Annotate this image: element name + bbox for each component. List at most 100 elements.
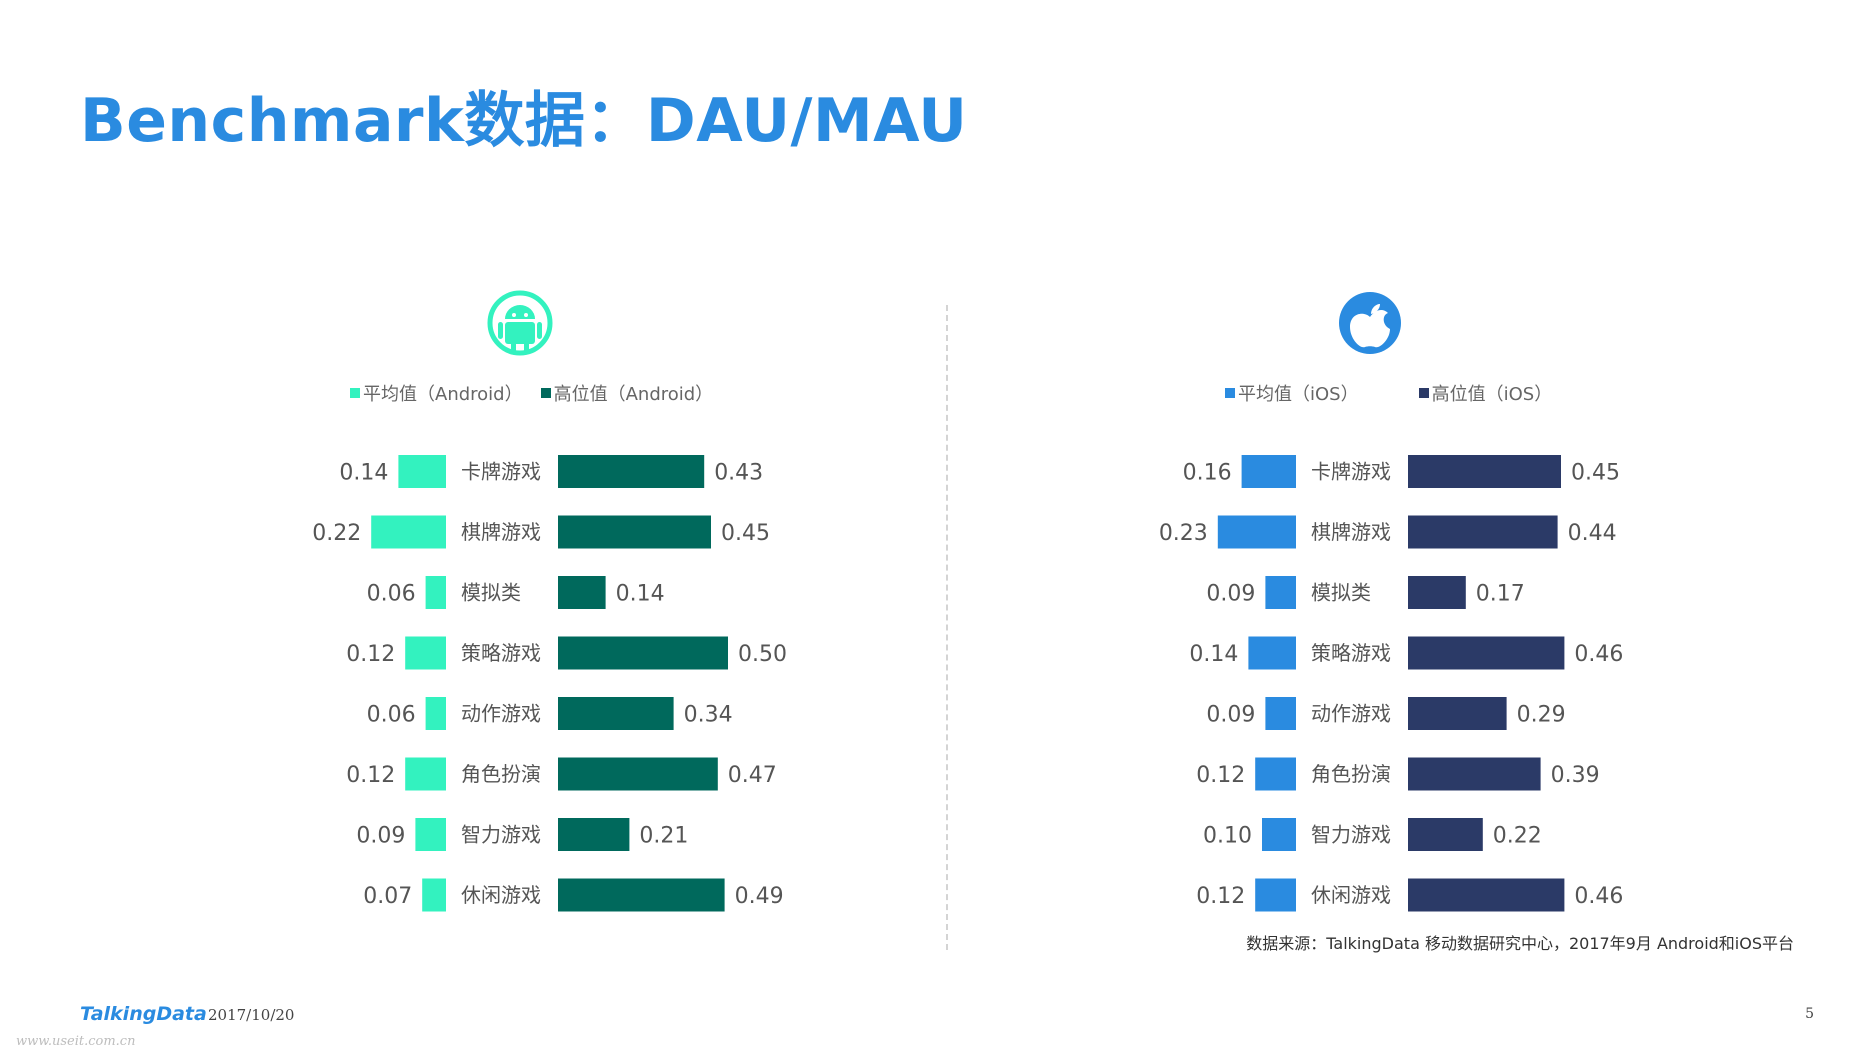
avg-bar: [1217, 515, 1296, 549]
category-label: 卡牌游戏: [1311, 460, 1391, 484]
high-bar: [1408, 878, 1565, 912]
avg-bar: [422, 878, 446, 912]
page-number: 5: [1805, 1006, 1814, 1022]
ios-chart: 0.16 卡牌游戏 0.45 0.23 棋牌游戏 0.44 0.09 模拟类 0.17 0.14 策…: [850, 280, 1750, 920]
legend-item-ios-avg: 平均值（iOS）: [1225, 380, 1359, 406]
category-label: 动作游戏: [1311, 702, 1391, 726]
category-label: 休闲游戏: [461, 883, 541, 907]
legend-item-ios-high: 高位值（iOS）: [1418, 380, 1553, 406]
android-icon: [487, 290, 553, 356]
chart-divider: [946, 305, 948, 950]
category-label: 角色扮演: [1311, 762, 1391, 786]
category-label: 策略游戏: [461, 641, 541, 665]
legend-swatch-ios-high: [1418, 388, 1429, 398]
high-value-label: 0.39: [1551, 763, 1600, 788]
watermark: www.useit.com.cn: [16, 1034, 136, 1049]
high-value-label: 0.14: [616, 582, 665, 607]
avg-value-label: 0.10: [1203, 824, 1252, 849]
avg-bar: [1255, 878, 1296, 912]
avg-bar: [405, 757, 446, 791]
high-bar: [1408, 697, 1507, 730]
high-value-label: 0.17: [1476, 582, 1525, 607]
avg-value-label: 0.12: [1196, 763, 1245, 788]
legend-item-android-high: 高位值（Android）: [540, 380, 714, 406]
legend-label-ios-avg: 平均值（iOS）: [1238, 384, 1359, 405]
ios-legend: 平均值（iOS） 高位值（iOS）: [1225, 380, 1552, 406]
avg-bar: [1265, 697, 1296, 730]
avg-value-label: 0.09: [1206, 582, 1255, 607]
high-value-label: 0.49: [735, 884, 784, 909]
category-label: 模拟类: [1311, 581, 1371, 605]
avg-value-label: 0.14: [339, 461, 388, 486]
android-legend: 平均值（Android） 高位值（Android）: [350, 380, 713, 406]
high-value-label: 0.21: [639, 824, 688, 849]
avg-bar: [1265, 576, 1296, 609]
category-label: 动作游戏: [461, 702, 541, 726]
high-value-label: 0.46: [1574, 884, 1623, 909]
high-bar: [558, 515, 711, 549]
talkingdata-logo: TalkingData: [80, 1003, 207, 1025]
category-label: 棋牌游戏: [1311, 520, 1391, 544]
avg-value-label: 0.07: [363, 884, 412, 909]
avg-value-label: 0.14: [1189, 642, 1238, 667]
avg-bar: [415, 818, 446, 851]
avg-value-label: 0.12: [346, 763, 395, 788]
category-label: 智力游戏: [1311, 823, 1391, 847]
high-value-label: 0.50: [738, 642, 787, 667]
avg-value-label: 0.22: [312, 521, 361, 546]
high-bar: [558, 576, 606, 609]
high-bar: [558, 757, 718, 791]
legend-swatch-avg: [350, 388, 360, 398]
avg-value-label: 0.16: [1183, 461, 1232, 486]
legend-label-android-high: 高位值（Android）: [553, 384, 714, 405]
high-value-label: 0.45: [1571, 461, 1620, 486]
category-label: 模拟类: [461, 581, 521, 605]
high-value-label: 0.29: [1517, 703, 1566, 728]
avg-bar: [425, 697, 446, 730]
avg-bar: [398, 455, 446, 488]
high-bar: [1408, 636, 1565, 670]
legend-swatch-avg: [1225, 388, 1235, 398]
avg-value-label: 0.09: [356, 824, 405, 849]
avg-bar: [371, 515, 446, 549]
avg-value-label: 0.23: [1159, 521, 1208, 546]
high-bar: [558, 818, 630, 851]
ios-chart-svg: 0.16 卡牌游戏 0.45 0.23 棋牌游戏 0.44 0.09 模拟类 0.17 0.14 策…: [1159, 292, 1623, 912]
avg-value-label: 0.12: [346, 642, 395, 667]
apple-icon: [1339, 292, 1401, 354]
high-bar: [1408, 818, 1483, 851]
avg-value-label: 0.12: [1196, 884, 1245, 909]
android-chart-svg: 0.14 卡牌游戏 0.43 0.22 棋牌游戏 0.45 0.06 模拟类 0.14 0.12 策…: [312, 290, 787, 912]
avg-value-label: 0.06: [367, 582, 416, 607]
high-bar: [558, 455, 705, 488]
category-label: 角色扮演: [461, 762, 541, 786]
high-bar: [558, 636, 728, 670]
avg-bar: [405, 636, 446, 670]
high-bar: [1408, 576, 1466, 609]
high-value-label: 0.46: [1574, 642, 1623, 667]
page-title: Benchmark数据：DAU/MAU: [80, 86, 968, 156]
high-bar: [1408, 455, 1561, 488]
category-label: 棋牌游戏: [461, 520, 541, 544]
high-value-label: 0.47: [728, 763, 777, 788]
high-value-label: 0.44: [1568, 521, 1617, 546]
legend-label-android-avg: 平均值（Android）: [363, 384, 523, 405]
avg-bar: [1262, 818, 1296, 851]
high-bar: [1408, 757, 1541, 791]
legend-item-android-avg: 平均值（Android）: [350, 380, 523, 406]
high-bar: [558, 697, 674, 730]
high-value-label: 0.45: [721, 521, 770, 546]
high-value-label: 0.22: [1493, 824, 1542, 849]
avg-bar: [1248, 636, 1296, 670]
legend-label-ios-high: 高位值（iOS）: [1431, 384, 1553, 405]
high-value-label: 0.34: [684, 703, 733, 728]
avg-value-label: 0.06: [367, 703, 416, 728]
high-value-label: 0.43: [714, 461, 763, 486]
legend-swatch-android-high: [540, 388, 551, 398]
high-bar: [1408, 515, 1558, 549]
category-label: 策略游戏: [1311, 641, 1391, 665]
data-source-note: 数据来源：TalkingData 移动数据研究中心，2017年9月 Androi…: [1246, 934, 1794, 953]
avg-bar: [425, 576, 446, 609]
avg-bar: [1255, 757, 1296, 791]
high-bar: [558, 878, 725, 912]
